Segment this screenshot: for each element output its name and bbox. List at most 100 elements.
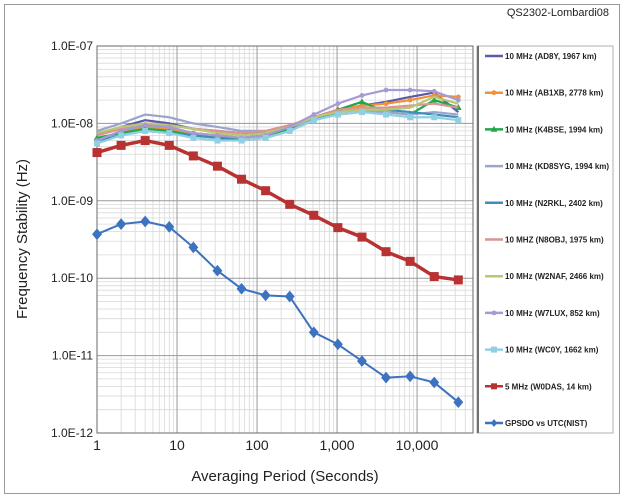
y-axis-title: Frequency Stability (Hz) (14, 159, 31, 319)
series-line (96, 88, 459, 142)
legend-marker (491, 310, 497, 316)
legend-item: GPSDO vs UTC(NIST) (485, 419, 588, 428)
data-point (94, 140, 100, 147)
legend-label: 10 MHz (K4BSE, 1994 km) (505, 125, 603, 134)
legend-label: 5 MHz (W0DAS, 14 km) (505, 382, 592, 391)
data-point (236, 282, 247, 295)
data-point (405, 256, 415, 266)
x-tick-label: 100 (245, 437, 269, 453)
data-point (430, 96, 438, 103)
series-line (96, 220, 459, 403)
data-point (166, 130, 173, 137)
data-point (359, 93, 365, 98)
legend-item: 10 MHz (K4BSE, 1994 km) (485, 125, 603, 134)
data-point (142, 122, 148, 128)
data-point (309, 210, 319, 220)
data-point (188, 151, 198, 161)
data-point (142, 127, 149, 134)
data-point (286, 127, 293, 134)
data-point (455, 117, 462, 124)
series-10 (92, 215, 464, 409)
legend-label: GPSDO vs UTC(NIST) (505, 419, 588, 428)
series-8 (94, 109, 462, 147)
legend-item: 10 MHz (N2RKL, 2402 km) (485, 199, 603, 208)
data-point (431, 88, 437, 94)
data-point (381, 371, 392, 384)
legend-item: 10 MHz (W7LUX, 852 km) (485, 309, 600, 318)
legend-marker (491, 346, 497, 353)
data-point (237, 174, 247, 184)
data-point (260, 289, 271, 302)
data-point (166, 124, 172, 130)
data-point (335, 101, 341, 107)
legend: 10 MHz (AD8Y, 1967 km) 10 MHz (AB1XB, 277… (476, 45, 614, 434)
data-point (358, 98, 366, 105)
data-point (431, 114, 438, 121)
x-tick-label: 10 (169, 437, 185, 453)
data-point (405, 370, 416, 383)
legend-label: 10 MHz (AB1XB, 2778 km) (505, 89, 604, 98)
data-point (358, 109, 365, 116)
data-point (92, 228, 102, 241)
series-line (96, 110, 459, 145)
data-point (308, 326, 319, 339)
data-point (140, 215, 151, 228)
data-point (262, 134, 269, 141)
legend-label: 10 MHZ (N8OBJ, 1975 km) (505, 236, 604, 245)
y-tick-label: 1.0E-10 (51, 271, 93, 285)
data-point (333, 223, 343, 233)
data-point (118, 128, 124, 134)
data-point (215, 132, 220, 138)
x-tick-label: 1 (93, 437, 101, 453)
data-point (407, 114, 414, 121)
legend-marker (490, 125, 498, 132)
data-point (285, 199, 295, 209)
y-tick-label: 1.0E-08 (51, 116, 93, 130)
legend-label: 10 MHz (KD8SYG, 1994 km) (505, 162, 609, 171)
data-point (116, 140, 126, 150)
data-point (383, 101, 389, 107)
data-point (357, 355, 367, 367)
y-tick-label: 1.0E-09 (51, 194, 93, 208)
data-point (92, 148, 102, 158)
axes: 1 10 100 1,000 10,000 1.0E-07 1.0E-08 1.0E-09 1.… (51, 39, 474, 453)
data-point (381, 247, 391, 257)
data-point (116, 218, 127, 230)
legend-item: 10 MHz (W2NAF, 2466 km) (485, 272, 604, 281)
data-point (407, 87, 413, 93)
legend-item: 10 MHz (AD8Y, 1967 km) (485, 52, 597, 61)
data-point (311, 112, 317, 117)
data-point (214, 137, 221, 144)
data-point (334, 111, 341, 118)
figure-id-label: QS2302-Lombardi08 (506, 7, 609, 19)
data-point (238, 137, 245, 144)
data-point (284, 290, 295, 303)
data-point (455, 97, 461, 103)
data-point (212, 264, 223, 277)
plot-area (97, 46, 473, 433)
data-point (453, 396, 464, 409)
y-tick-label: 1.0E-12 (51, 426, 93, 440)
legend-marker (490, 419, 498, 427)
data-point (429, 272, 439, 282)
data-point (164, 221, 175, 233)
chart-frame: QS2302-Lombardi08 1 10 100 1,000 10,000 1.0E-… (4, 4, 620, 494)
x-axis-title: Averaging Period (Seconds) (191, 468, 378, 485)
data-point (118, 132, 125, 139)
legend-label: 10 MHz (AD8Y, 1967 km) (505, 52, 597, 61)
legend-item: 10 MHz (KD8SYG, 1994 km) (485, 162, 609, 171)
data-point (383, 111, 390, 118)
legend-label: 10 MHz (WC0Y, 1662 km) (505, 346, 599, 355)
series-line (96, 138, 459, 282)
legend-marker (491, 90, 497, 96)
data-point (190, 134, 197, 141)
legend-item: 10 MHz (AB1XB, 2778 km) (485, 89, 604, 98)
y-tick-label: 1.0E-07 (51, 39, 93, 53)
data-point (332, 338, 343, 351)
data-point (407, 97, 413, 103)
data-point (140, 136, 150, 146)
legend-item: 10 MHZ (N8OBJ, 1975 km) (485, 236, 604, 245)
legend-label: 10 MHz (W7LUX, 852 km) (505, 309, 600, 318)
data-point (261, 186, 271, 196)
legend-label: 10 MHz (W2NAF, 2466 km) (505, 272, 604, 281)
